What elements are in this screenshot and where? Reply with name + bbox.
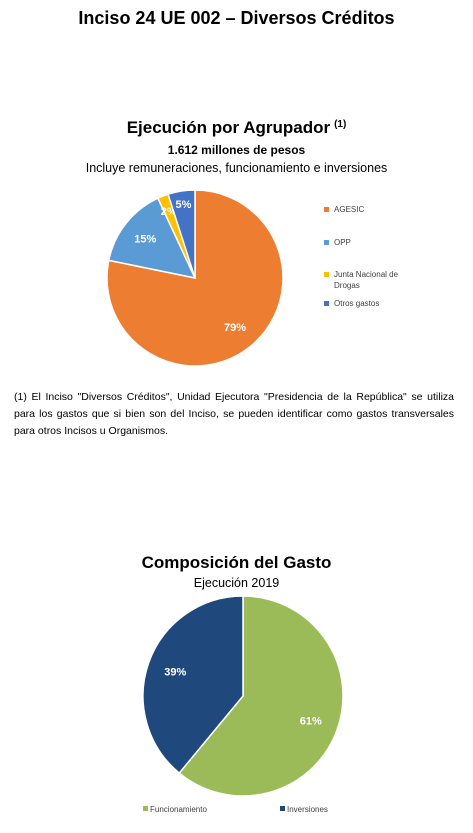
chart1-title: Ejecución por Agrupador (1) xyxy=(0,118,473,138)
legend-swatch-funcionamiento xyxy=(143,806,148,811)
legend-swatch-junta-nacional-de-drogas xyxy=(324,272,329,277)
data-label-agesic: 79% xyxy=(224,322,246,334)
legend-label-junta-nacional-de-drogas: Junta Nacional de Drogas xyxy=(334,270,399,290)
pie-slice-opp xyxy=(107,197,197,280)
pie-slice-inversiones xyxy=(142,595,244,775)
legend-swatch-agesic xyxy=(324,207,329,212)
data-label-opp: 15% xyxy=(134,234,156,246)
chart2-pie: 61% 39% Funcionamiento Inversiones xyxy=(142,595,344,814)
chart1-title-marker: (1) xyxy=(334,119,347,130)
chart1-title-text: Ejecución por Agrupador xyxy=(126,118,331,137)
data-label-funcionamiento: 61% xyxy=(300,715,322,727)
chart1-subtitle: 1.612 millones de pesos xyxy=(167,143,306,157)
footnote: (1) El Inciso "Diversos Créditos", Unida… xyxy=(14,391,454,437)
legend-label-funcionamiento: Funcionamiento xyxy=(150,805,207,814)
data-label-inversiones: 39% xyxy=(164,667,186,679)
chart2-subtitle: Ejecución 2019 xyxy=(193,576,280,590)
chart1-note: Incluye remuneraciones, funcionamiento e… xyxy=(85,161,388,175)
legend-label-agesic: AGESIC xyxy=(334,205,364,214)
legend-label-inversiones: Inversiones xyxy=(287,805,328,814)
chart2-title: Composición del Gasto xyxy=(141,553,332,572)
pie-slice-otros-gastos xyxy=(167,189,196,279)
legend-label-opp: OPP xyxy=(334,238,351,247)
legend-swatch-inversiones xyxy=(280,806,285,811)
legend-swatch-otros-gastos xyxy=(324,301,329,306)
page-title: Inciso 24 UE 002 – Diversos Créditos xyxy=(78,8,395,28)
legend-label-otros-gastos: Otros gastos xyxy=(334,299,379,308)
pie-slice-funcionamiento xyxy=(178,595,344,797)
data-label-otros-gastos: 5% xyxy=(175,199,191,211)
legend-swatch-opp xyxy=(324,240,329,245)
